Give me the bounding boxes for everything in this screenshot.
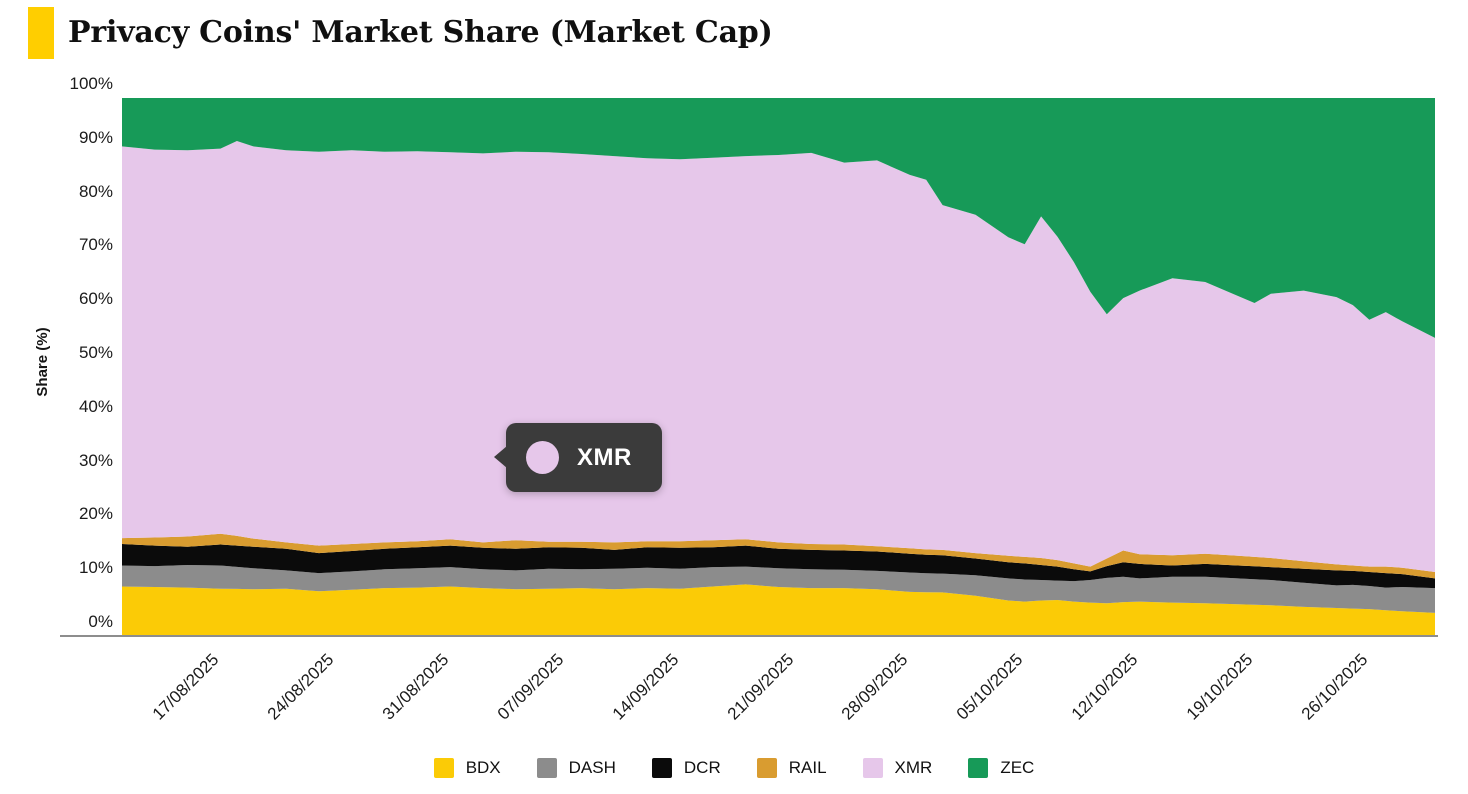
- area-zec[interactable]: [122, 98, 1435, 338]
- chart-tooltip: XMR: [494, 423, 662, 492]
- x-tick-label-12-10-2025: 12/10/2025: [1067, 650, 1142, 724]
- legend-label-rail: RAIL: [788, 758, 827, 777]
- y-tick-label-80: 80%: [78, 181, 113, 201]
- legend-item-dcr[interactable]: DCR: [651, 758, 721, 778]
- legend-swatch-dash-icon: [536, 758, 557, 778]
- y-tick-label-40: 40%: [78, 396, 113, 416]
- legend-swatch-zec-icon: [968, 758, 989, 778]
- x-tick-label-07-09-2025: 07/09/2025: [493, 650, 568, 724]
- y-tick-label-20: 20%: [78, 504, 113, 524]
- legend-label-dash: DASH: [568, 758, 616, 777]
- page-title: Privacy Coins' Market Share (Market Cap): [68, 15, 773, 50]
- chart-plot-area[interactable]: [122, 98, 1435, 636]
- tooltip-series-label: XMR: [577, 443, 632, 471]
- tooltip-arrow-icon: [494, 446, 507, 468]
- area-rail[interactable]: [122, 533, 1435, 579]
- legend-label-xmr: XMR: [894, 758, 933, 777]
- x-tick-label-14-09-2025: 14/09/2025: [608, 650, 683, 724]
- x-tick-label-26-10-2025: 26/10/2025: [1297, 650, 1372, 724]
- series-dot-icon: [526, 441, 559, 474]
- legend-item-rail[interactable]: RAIL: [756, 758, 827, 778]
- area-xmr[interactable]: [122, 141, 1435, 572]
- x-tick-label-31-08-2025: 31/08/2025: [378, 650, 453, 724]
- legend: BDX DASH DCR RAIL XMR ZEC: [0, 758, 1468, 778]
- legend-item-bdx[interactable]: BDX: [433, 758, 501, 778]
- area-dash[interactable]: [122, 565, 1435, 613]
- x-tick-label-05-10-2025: 05/10/2025: [953, 650, 1027, 724]
- area-bdx[interactable]: [122, 584, 1435, 636]
- legend-swatch-bdx-icon: [433, 758, 454, 778]
- x-tick-label-24-08-2025: 24/08/2025: [263, 650, 338, 724]
- x-tick-label-28-09-2025: 28/09/2025: [838, 650, 912, 724]
- title-accent-bar: [28, 7, 54, 59]
- x-tick-label-21-09-2025: 21/09/2025: [723, 650, 797, 724]
- legend-swatch-rail-icon: [756, 758, 777, 778]
- legend-label-dcr: DCR: [683, 758, 721, 777]
- legend-swatch-dcr-icon: [651, 758, 672, 778]
- legend-label-zec: ZEC: [1000, 758, 1035, 777]
- legend-label-bdx: BDX: [465, 758, 501, 777]
- legend-item-zec[interactable]: ZEC: [968, 758, 1034, 778]
- legend-swatch-xmr-icon: [862, 758, 883, 778]
- y-tick-label-10: 10%: [78, 558, 113, 578]
- area-dcr[interactable]: [122, 544, 1435, 589]
- y-tick-label-60: 60%: [78, 289, 113, 309]
- y-tick-label-0: 0%: [88, 612, 113, 631]
- stacked-area-chart[interactable]: [122, 98, 1435, 636]
- y-tick-label-30: 30%: [78, 450, 113, 470]
- legend-item-dash[interactable]: DASH: [536, 758, 616, 778]
- y-tick-label-90: 90%: [78, 127, 113, 147]
- y-tick-label-100: 100%: [69, 74, 113, 93]
- x-axis-line: [60, 635, 1438, 637]
- y-tick-label-50: 50%: [78, 343, 113, 362]
- legend-item-xmr[interactable]: XMR: [862, 758, 933, 778]
- x-tick-label-17-08-2025: 17/08/2025: [148, 650, 223, 724]
- x-tick-label-19-10-2025: 19/10/2025: [1182, 650, 1257, 724]
- y-tick-label-70: 70%: [78, 235, 113, 255]
